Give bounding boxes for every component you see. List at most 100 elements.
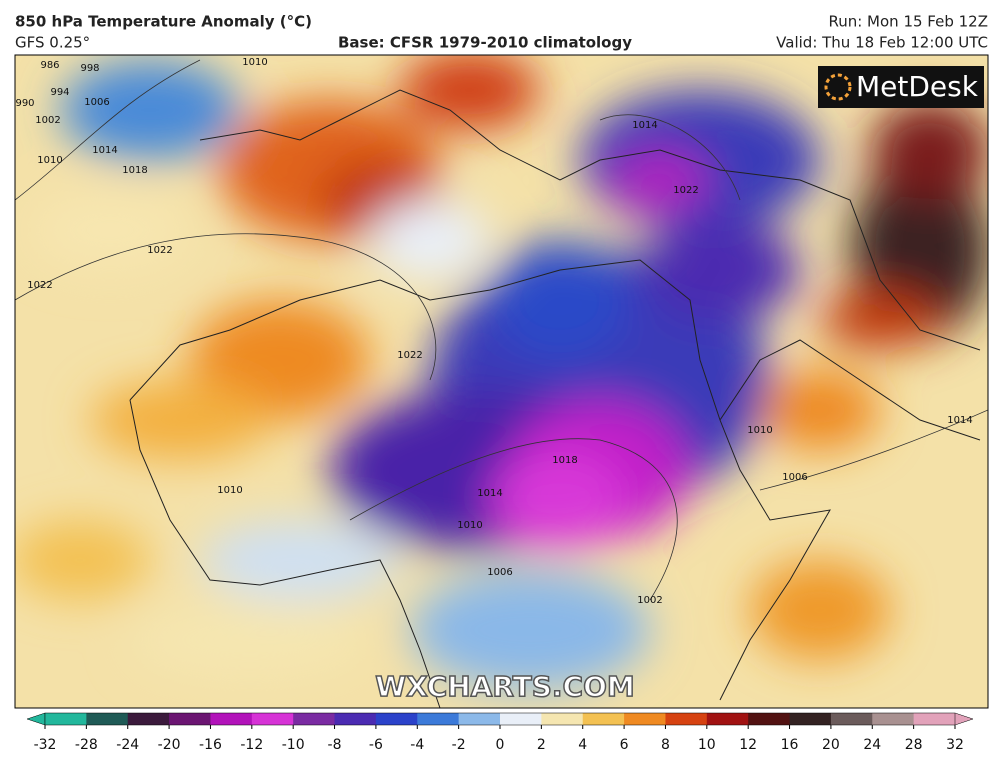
isobar-label: 1014 [477, 488, 502, 499]
isobar-label: 1018 [552, 455, 577, 466]
anomaly-blob [30, 190, 190, 270]
title: 850 hPa Temperature Anomaly (°C) [15, 13, 312, 31]
colorbar-tick-label: -28 [75, 737, 98, 753]
valid: Valid: Thu 18 Feb 12:00 UTC [776, 34, 988, 52]
colorbar-tick-label: -2 [452, 737, 466, 753]
colorbar-tick-label: -6 [369, 737, 383, 753]
anomaly-blob [760, 370, 880, 450]
colorbar-tick-label: 24 [863, 737, 881, 753]
colorbar-segment [706, 713, 749, 725]
colorbar-segment [458, 713, 501, 725]
colorbar-segment [45, 713, 87, 725]
isobar-label: 1010 [217, 485, 242, 496]
colorbar-tick-label: 12 [739, 737, 757, 753]
colorbar-tick-label: 2 [537, 737, 546, 753]
colorbar-tick-label: -12 [240, 737, 263, 753]
anomaly-field [15, 55, 988, 690]
colorbar-segment [913, 713, 956, 725]
isobar-label: 1022 [27, 280, 52, 291]
isobar-label: 1014 [947, 415, 972, 426]
anomaly-blob [610, 150, 710, 210]
colorbar-tick-label: -16 [199, 737, 222, 753]
anomaly-blob [60, 60, 240, 160]
map: 986 990 994 998 1002 1006 1010 1014 1018 1022 1022… [15, 55, 988, 708]
colorbar-segment [251, 713, 294, 725]
colorbar-segment [830, 713, 873, 725]
isobar-label: 1002 [35, 115, 60, 126]
colorbar-extend-low [26, 712, 46, 726]
isobar-label: 1010 [37, 155, 62, 166]
watermark: WXCHARTS.COM [375, 670, 635, 703]
logo: MetDesk [856, 70, 979, 103]
anomaly-blob [870, 100, 988, 200]
colorbar-tick-label: 10 [698, 737, 716, 753]
colorbar-segment [293, 713, 336, 725]
anomaly-blob [820, 290, 940, 350]
isobar-label: 986 [40, 60, 59, 71]
colorbar-tick-label: 32 [946, 737, 964, 753]
isobar-label: 1002 [637, 595, 662, 606]
colorbar-tick-label: 4 [578, 737, 587, 753]
anomaly-blob [130, 600, 370, 680]
colorbar-segment [789, 713, 832, 725]
isobar-label: 998 [80, 63, 99, 74]
colorbar-segment [334, 713, 377, 725]
colorbar-tick-label: -10 [282, 737, 305, 753]
colorbar-segment [872, 713, 915, 725]
isobar-label: 1014 [92, 145, 117, 156]
isobars [15, 59, 988, 601]
isobar-label: 1022 [397, 350, 422, 361]
colorbar: -32 -28 -24 -20 -16 -12 -10 -8 -6 -4 -2 0 2 4 6 8 10 12 16… [26, 712, 974, 753]
anomaly-blob [200, 520, 400, 600]
anomaly-blob [370, 200, 490, 280]
colorbar-segment [127, 713, 170, 725]
colorbar-segment [748, 713, 791, 725]
colorbar-segment [169, 713, 211, 725]
anomaly-blob [490, 450, 630, 550]
anomaly-blob [15, 520, 150, 600]
anomaly-blob [640, 220, 800, 320]
colorbar-tick-label: 20 [822, 737, 840, 753]
colorbar-segment [582, 713, 625, 725]
anomaly-blob [410, 570, 650, 690]
colorbar-tick-label: -24 [116, 737, 139, 753]
colorbar-tick-label: 8 [661, 737, 670, 753]
isobar-label: 990 [15, 98, 34, 109]
anomaly-blob [490, 240, 630, 360]
colorbar-tick-label: -20 [158, 737, 181, 753]
model: GFS 0.25° [15, 34, 90, 52]
base: Base: CFSR 1979-2010 climatology [338, 34, 632, 52]
logo-box: MetDesk [818, 66, 984, 108]
colorbar-segment [541, 713, 584, 725]
run: Run: Mon 15 Feb 12Z [828, 13, 988, 31]
isobar-label: 1010 [242, 57, 267, 68]
isobar-label: 1006 [84, 97, 109, 108]
colorbar-segment [86, 713, 129, 725]
colorbar-tick-label: 28 [905, 737, 923, 753]
colorbar-segment [210, 713, 253, 725]
colorbar-tick-label: -8 [328, 737, 342, 753]
isobar-label: 994 [50, 87, 69, 98]
colorbar-tick-label: 16 [781, 737, 799, 753]
anomaly-blob [750, 560, 890, 660]
isobar-label: 1010 [457, 520, 482, 531]
isobar-label: 1006 [782, 472, 807, 483]
colorbar-tick-label: -4 [410, 737, 424, 753]
isobar-label: 1018 [122, 165, 147, 176]
colorbar-extend-high [954, 712, 974, 726]
isobar-label: 1022 [673, 185, 698, 196]
anomaly-blob [90, 380, 270, 460]
isobar-label: 1010 [747, 425, 772, 436]
coastlines [129, 89, 981, 708]
isobar-label: 1022 [147, 245, 172, 256]
map-frame [14, 54, 989, 709]
colorbar-segment [500, 713, 542, 725]
colorbar-segment [665, 713, 708, 725]
colorbar-segment [417, 713, 460, 725]
colorbar-tick-label: 6 [620, 737, 629, 753]
colorbar-tick-label: -32 [34, 737, 57, 753]
colorbar-tick-label: 0 [496, 737, 505, 753]
isobar-label: 1006 [487, 567, 512, 578]
anomaly-blob [580, 90, 820, 230]
